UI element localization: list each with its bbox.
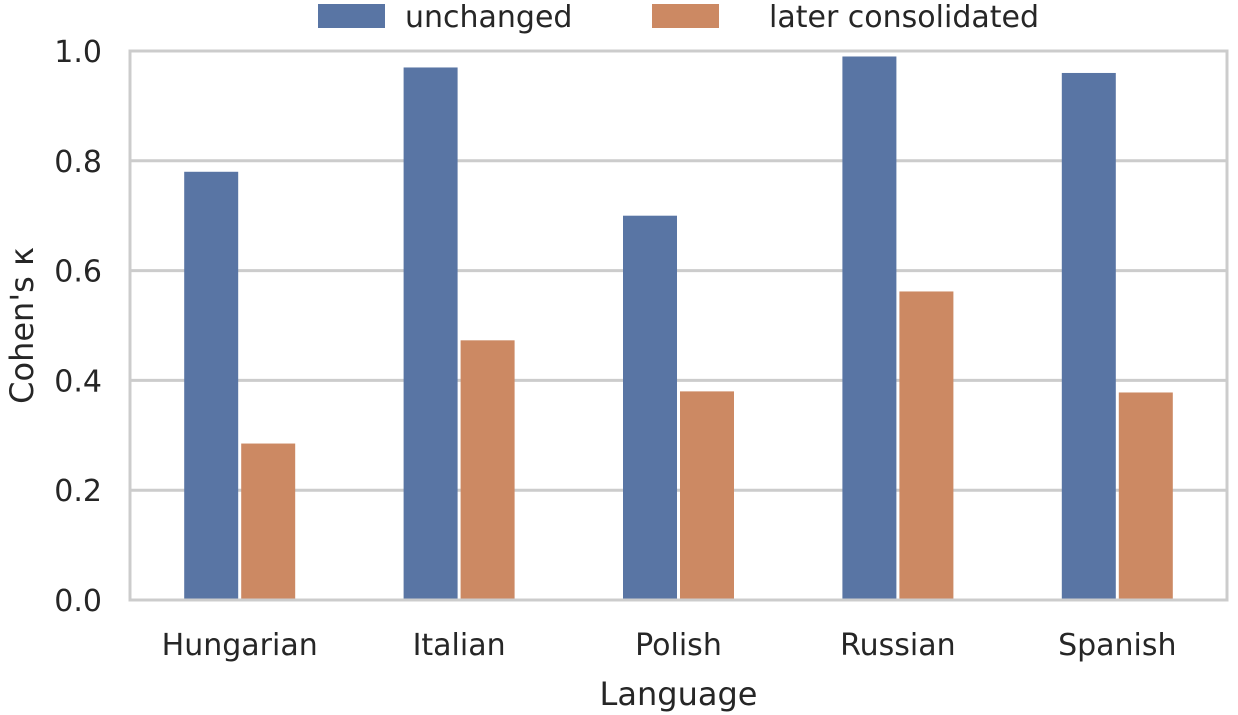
bar-unchanged-polish (623, 215, 677, 600)
bar-later-consolidated-spanish (1118, 392, 1173, 600)
y-tick-label: 0.4 (54, 364, 102, 399)
y-tick-label: 1.0 (54, 35, 102, 70)
x-tick-label: Polish (635, 628, 722, 663)
legend-label: unchanged (405, 0, 572, 35)
plot-frame (128, 49, 1229, 602)
x-tick-label: Italian (413, 628, 506, 663)
x-tick-label: Hungarian (162, 628, 318, 663)
y-tick-label: 0.8 (54, 145, 102, 180)
legend-swatch (652, 4, 719, 28)
bar-unchanged-spanish (1061, 72, 1116, 600)
y-tick-label: 0.0 (54, 584, 102, 619)
legend-swatch (318, 4, 385, 28)
y-tick-label: 0.6 (54, 255, 102, 290)
bar-unchanged-italian (403, 67, 458, 601)
y-tick-label: 0.2 (54, 474, 102, 509)
bar-later-consolidated-hungarian (241, 443, 296, 600)
bar-unchanged-hungarian (184, 171, 239, 600)
x-tick-label: Spanish (1058, 628, 1176, 663)
bars (184, 56, 1173, 601)
x-tick-label: Russian (840, 628, 956, 663)
legend-label: later consolidated (769, 0, 1039, 35)
y-tick-labels: 0.0 0.2 0.4 0.6 0.8 1.0 (54, 35, 102, 619)
legend: unchanged later consolidated (318, 0, 1039, 35)
x-axis-label: Language (600, 675, 758, 713)
bar-later-consolidated-polish (680, 391, 734, 600)
bar-later-consolidated-russian (899, 291, 954, 600)
x-tick-labels: Hungarian Italian Polish Russian Spanish (162, 628, 1177, 663)
bar-unchanged-russian (842, 56, 897, 601)
y-axis-label: Cohen's κ (3, 247, 41, 404)
bar-later-consolidated-italian (460, 340, 515, 600)
